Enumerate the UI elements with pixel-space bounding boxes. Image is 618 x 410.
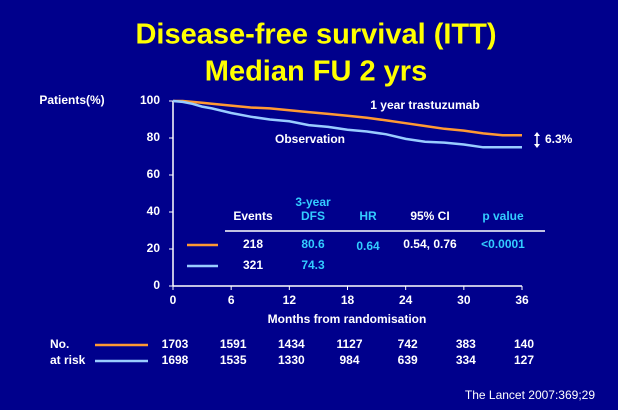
x-axis-label: Months from randomisation xyxy=(268,312,427,326)
x-tick-label: 6 xyxy=(228,293,235,307)
table-cell: 0.64 xyxy=(356,239,380,253)
table-cell: <0.0001 xyxy=(481,237,525,251)
table-cell: 80.6 xyxy=(301,237,325,251)
at-risk-count: 1434 xyxy=(278,337,305,351)
table-header: p value xyxy=(482,209,524,223)
table-cell: 321 xyxy=(243,258,263,272)
table-header: HR xyxy=(359,209,377,223)
source: The Lancet 2007:369;29 xyxy=(465,388,595,402)
table-header: DFS xyxy=(301,209,325,223)
series-label: Observation xyxy=(275,132,345,146)
x-tick-label: 18 xyxy=(341,293,355,307)
at-risk-count: 140 xyxy=(514,337,534,351)
table-cell: 74.3 xyxy=(301,258,325,272)
x-tick-label: 36 xyxy=(515,293,529,307)
at-risk-label: No. xyxy=(50,337,69,351)
at-risk-count: 1535 xyxy=(220,353,247,367)
x-tick-label: 0 xyxy=(170,293,177,307)
x-tick-label: 12 xyxy=(283,293,297,307)
x-tick-label: 24 xyxy=(399,293,413,307)
at-risk-label: at risk xyxy=(50,353,86,367)
table-cell: 218 xyxy=(243,237,263,251)
x-tick-label: 30 xyxy=(457,293,471,307)
at-risk-count: 1330 xyxy=(278,353,305,367)
at-risk-count: 984 xyxy=(339,353,359,367)
table-header: 3-year xyxy=(295,195,331,209)
at-risk-count: 742 xyxy=(398,337,418,351)
chart-title: Disease-free survival (ITT) xyxy=(135,19,496,51)
difference-arrow xyxy=(534,132,540,148)
series-label: 1 year trastuzumab xyxy=(370,98,479,112)
y-tick-label: 60 xyxy=(147,167,161,181)
difference-label: 6.3% xyxy=(545,132,573,146)
arrow-heads xyxy=(534,132,540,148)
series-line xyxy=(173,99,522,137)
table-header: 95% CI xyxy=(410,209,449,223)
y-tick-label: 40 xyxy=(147,204,161,218)
at-risk-count: 127 xyxy=(514,353,534,367)
y-tick-label: 0 xyxy=(153,278,160,292)
chart-subtitle: Median FU 2 yrs xyxy=(205,56,427,88)
series-line xyxy=(172,99,522,149)
y-tick-label: 80 xyxy=(147,130,161,144)
y-tick-label: 20 xyxy=(147,241,161,255)
y-axis-label: Patients(%) xyxy=(39,93,104,107)
table-header: Events xyxy=(233,209,273,223)
at-risk-count: 334 xyxy=(456,353,476,367)
at-risk-count: 1698 xyxy=(162,353,189,367)
at-risk-count: 383 xyxy=(456,337,476,351)
at-risk-count: 639 xyxy=(398,353,418,367)
at-risk-count: 1703 xyxy=(162,337,189,351)
table-cell: 0.54, 0.76 xyxy=(403,237,457,251)
y-tick-label: 100 xyxy=(140,93,160,107)
at-risk-count: 1591 xyxy=(220,337,247,351)
at-risk-count: 1127 xyxy=(336,337,362,351)
